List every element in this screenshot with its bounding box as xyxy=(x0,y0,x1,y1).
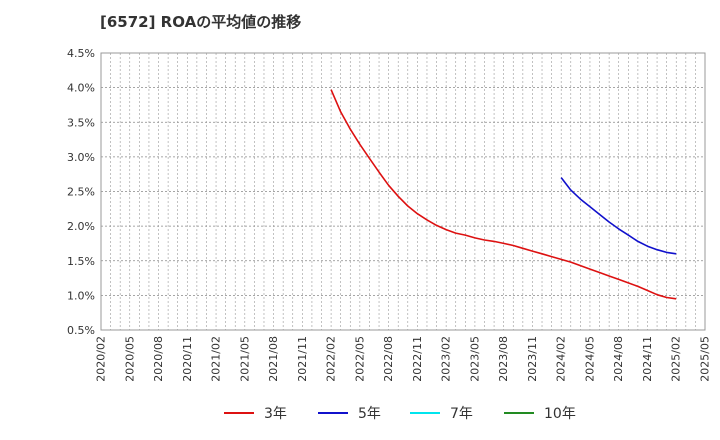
series-lines xyxy=(330,89,677,300)
x-tick-label: 2023/05 xyxy=(468,336,481,382)
x-tick-label: 2021/02 xyxy=(210,336,223,382)
series-line xyxy=(560,177,677,255)
x-tick-label: 2023/08 xyxy=(497,336,510,382)
x-tick-label: 2024/05 xyxy=(583,336,596,382)
x-tick-label: 2024/02 xyxy=(555,336,568,382)
y-tick-label: 3.0% xyxy=(67,151,95,164)
y-tick-label: 4.0% xyxy=(67,82,95,95)
x-tick-label: 2022/05 xyxy=(353,336,366,382)
x-axis-ticks: 2020/02 2020/05 2020/08 2020/11 2021/02 2021/… xyxy=(95,336,712,382)
series-line xyxy=(330,89,677,300)
plot-area-frame xyxy=(100,52,706,331)
legend-label: 10年 xyxy=(544,406,576,422)
legend-label: 7年 xyxy=(450,406,473,422)
x-tick-label: 2025/02 xyxy=(670,336,683,382)
x-tick-label: 2022/08 xyxy=(382,336,395,382)
x-tick-label: 2021/05 xyxy=(238,336,251,382)
x-tick-label: 2022/11 xyxy=(411,336,424,382)
x-tick-label: 2024/08 xyxy=(612,336,625,382)
x-tick-label: 2020/11 xyxy=(181,336,194,382)
y-tick-label: 4.5% xyxy=(67,47,95,60)
y-tick-label: 1.0% xyxy=(67,289,95,302)
grid-lines xyxy=(100,52,706,331)
chart-title: [6572] ROAの平均値の推移 xyxy=(100,13,302,31)
x-tick-label: 2024/11 xyxy=(641,336,654,382)
y-tick-label: 2.0% xyxy=(67,220,95,233)
x-tick-label: 2025/05 xyxy=(699,336,712,382)
x-tick-label: 2022/02 xyxy=(325,336,338,382)
x-tick-label: 2020/08 xyxy=(152,336,165,382)
y-tick-label: 3.5% xyxy=(67,116,95,129)
x-tick-label: 2023/02 xyxy=(440,336,453,382)
x-tick-label: 2023/11 xyxy=(526,336,539,382)
legend: 3年 5年 7年 10年 xyxy=(224,406,576,422)
y-tick-label: 0.5% xyxy=(67,324,95,337)
legend-label: 5年 xyxy=(358,406,381,422)
x-tick-label: 2020/02 xyxy=(95,336,108,382)
x-tick-label: 2021/08 xyxy=(267,336,280,382)
legend-label: 3年 xyxy=(264,406,287,422)
x-tick-label: 2020/05 xyxy=(123,336,136,382)
y-tick-label: 1.5% xyxy=(67,255,95,268)
y-axis-ticks: 0.5% 1.0% 1.5% 2.0% 2.5% 3.0% 3.5% 4.0% 4.5% xyxy=(67,47,95,337)
y-tick-label: 2.5% xyxy=(67,186,95,199)
x-tick-label: 2021/11 xyxy=(296,336,309,382)
